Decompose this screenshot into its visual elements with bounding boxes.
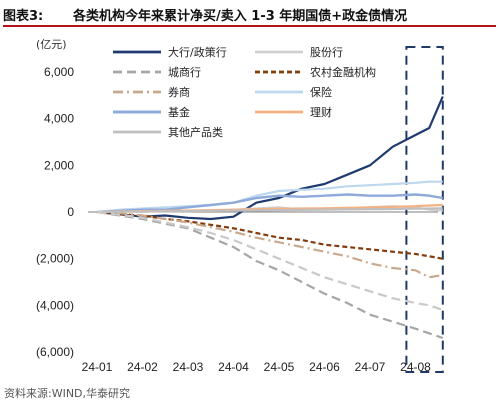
chart-canvas: 6,000 4,000 2,000 0 (2,000) (4,000) (6,000) 24-…: [36, 45, 444, 374]
series-line: [96, 207, 443, 214]
figure-label: 图表3:: [3, 9, 44, 24]
x-tick-label: 24-04: [218, 360, 249, 374]
legend-label: 城商行: [168, 65, 201, 79]
x-tick-label: 24-01: [82, 360, 113, 374]
legend-label: 股份行: [310, 46, 343, 59]
series-line: [96, 210, 444, 340]
figure-title-bar: 图表3: 各类机构今年来累计净买/卖入 1-3 年期国债+政金债情况: [3, 3, 496, 27]
y-tick-label: 2,000: [44, 158, 74, 172]
x-tick-label: 24-07: [355, 360, 386, 374]
y-tick-label: 4,000: [44, 112, 74, 126]
y-tick-label: 6,000: [44, 65, 74, 79]
legend-label: 券商: [168, 85, 190, 99]
series-line: [96, 210, 443, 260]
x-tick-label: 24-06: [309, 360, 340, 374]
legend-label: 基金: [168, 105, 190, 119]
y-tick-label: 0: [67, 205, 74, 219]
x-tick-label: 24-03: [173, 360, 204, 374]
legend-label: 理财: [310, 105, 332, 119]
series-line: [96, 180, 443, 214]
figure-title: 各类机构今年来累计净买/卖入 1-3 年期国债+政金债情况: [73, 9, 408, 24]
x-tick-label: 24-02: [127, 360, 158, 374]
source-note: 资料来源:WIND,华泰研究: [4, 387, 131, 400]
x-tick-label: 24-05: [264, 360, 295, 374]
series-line: [96, 210, 443, 279]
y-axis-unit: (亿元): [36, 38, 67, 51]
series-line: [96, 193, 444, 214]
legend-label: 大行/政策行: [168, 45, 227, 59]
y-tick-label: (6,000): [36, 345, 74, 359]
y-tick-label: (4,000): [36, 298, 74, 312]
legend-label: 保险: [310, 85, 332, 99]
series-line: [96, 96, 444, 221]
x-tick-label: 24-08: [400, 360, 431, 374]
legend-label: 其他产品类: [168, 125, 223, 139]
series-line: [96, 210, 444, 312]
legend-label: 农村金融机构: [310, 65, 376, 79]
y-tick-label: (2,000): [36, 252, 74, 266]
